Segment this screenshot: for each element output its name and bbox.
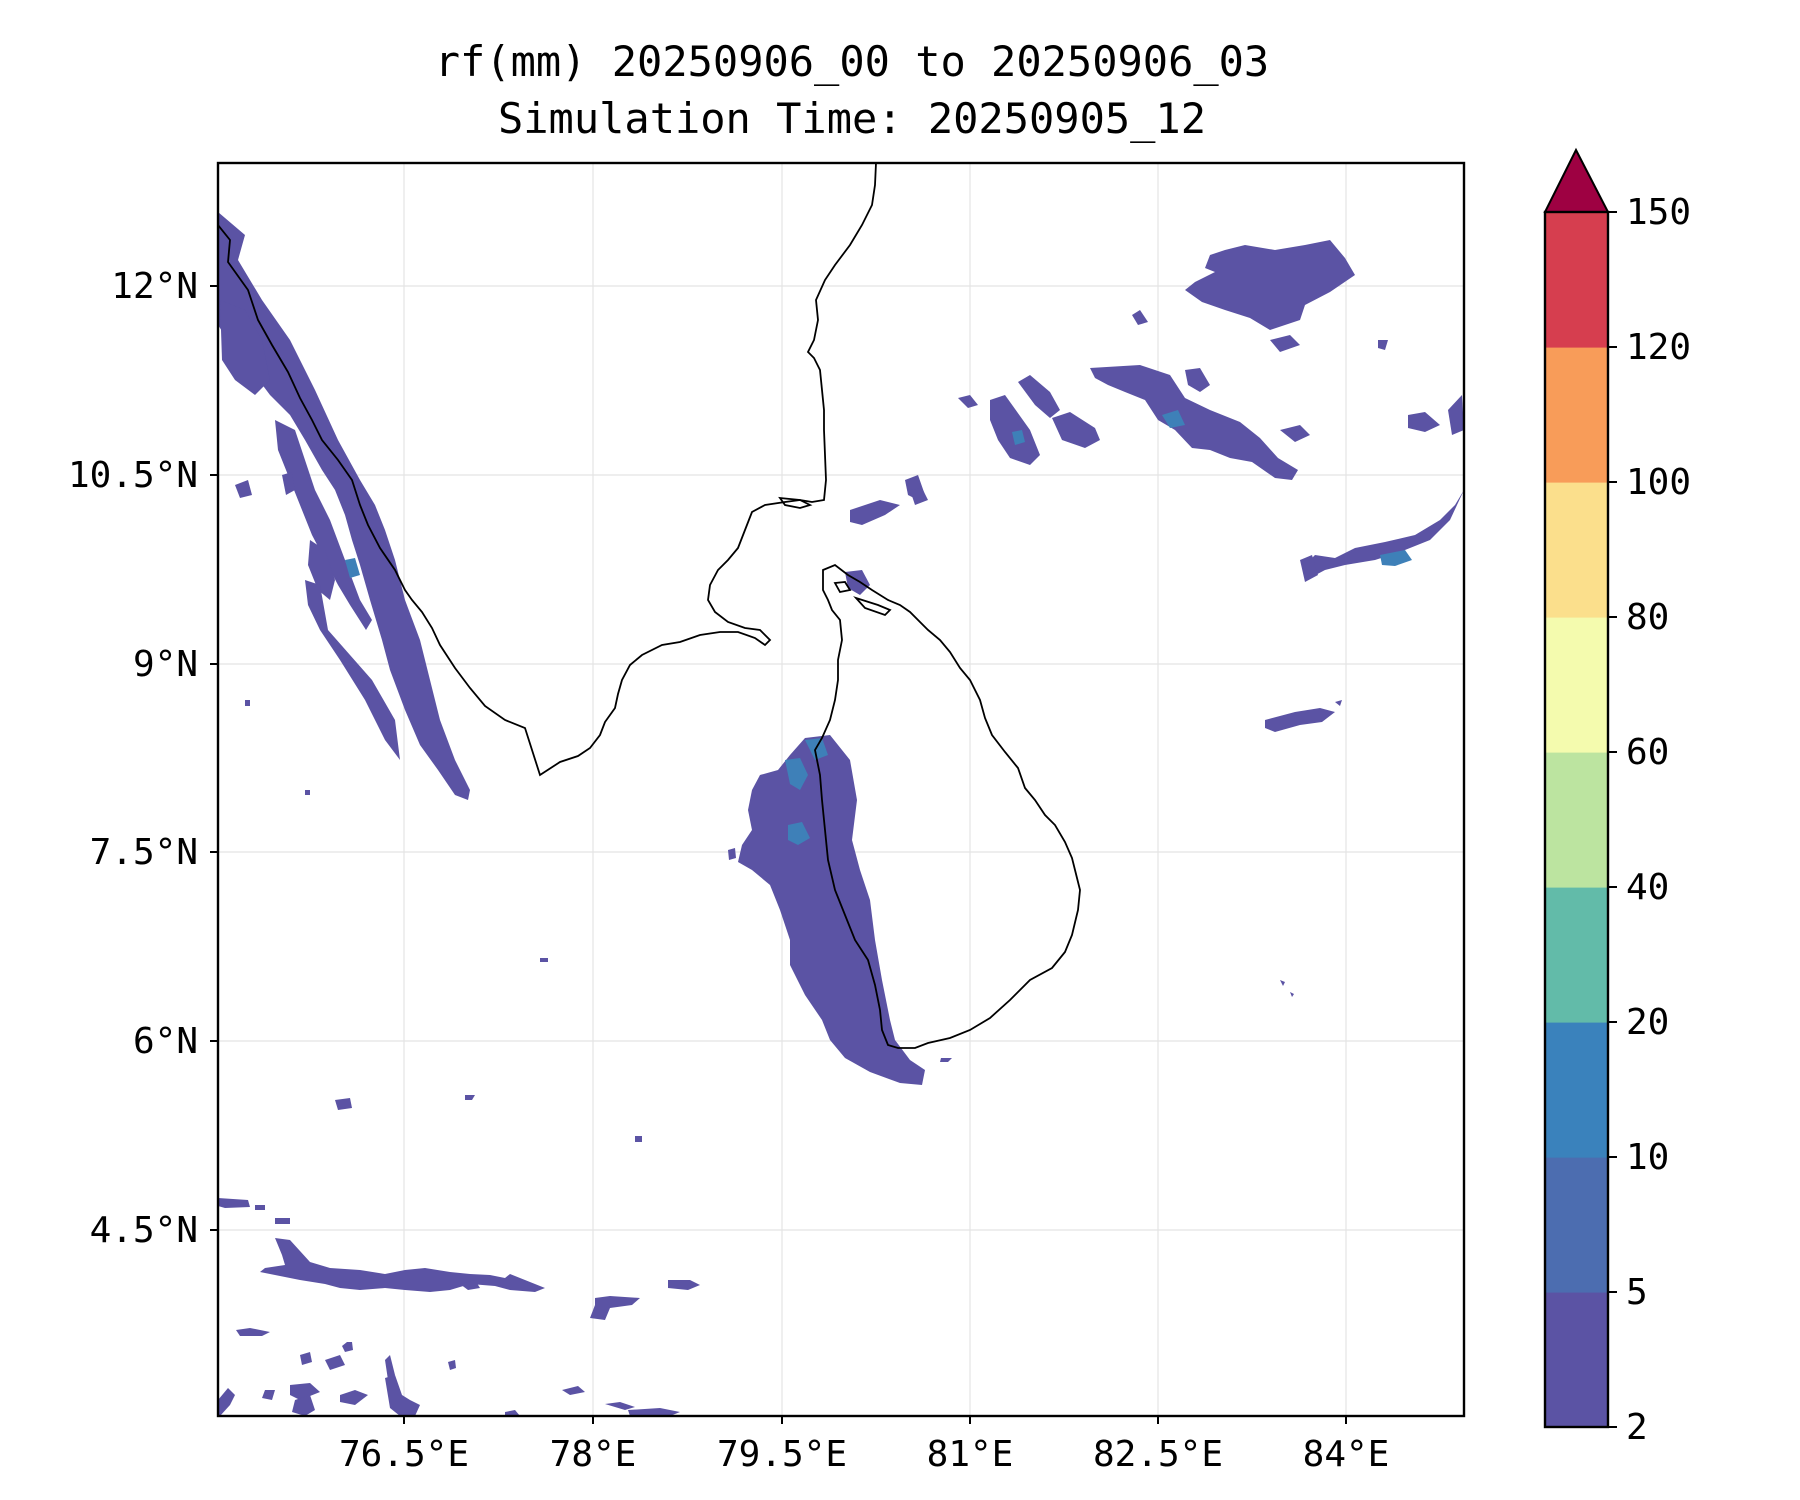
lon-tick-label: 84°E <box>1303 1434 1390 1475</box>
coastline-sri-lanka <box>814 563 1081 1049</box>
map-frame <box>216 161 1466 1418</box>
figure-title-line2: Simulation Time: 20250905_12 <box>498 94 1206 143</box>
lon-tick-label: 81°E <box>927 1434 1014 1475</box>
lon-tick-label: 76.5°E <box>339 1434 469 1475</box>
colorbar-tick-label: 150 <box>1626 192 1691 233</box>
rain-core-sri-lanka <box>785 758 808 790</box>
rain-area-southern-streak <box>260 1238 545 1292</box>
colorbar-tick-label: 80 <box>1626 597 1669 638</box>
colorbar-band <box>1545 617 1608 753</box>
lat-tick-label: 12°N <box>111 266 198 307</box>
colorbar-band <box>1545 1157 1608 1293</box>
lon-tick-label: 79.5°E <box>717 1434 847 1475</box>
colorbar-tick-label: 2 <box>1626 1407 1648 1448</box>
rain-area-west-coast-patch <box>308 540 335 600</box>
colorbar-band <box>1545 752 1608 888</box>
lat-tick-label: 9°N <box>133 644 198 685</box>
colorbar-tick-label: 10 <box>1626 1137 1669 1178</box>
colorbar-band <box>1545 1292 1608 1428</box>
rain-core-sri-lanka <box>788 822 810 845</box>
colorbar-tick-label: 100 <box>1626 462 1691 503</box>
figure-title-line1: rf(mm) 20250906_00 to 20250906_03 <box>435 37 1269 86</box>
lon-tick-label: 78°E <box>550 1434 637 1475</box>
lon-tick-label: 82.5°E <box>1093 1434 1223 1475</box>
rain-core-bay <box>1380 550 1412 566</box>
colorbar-ticks: 2 5 10 20 40 60 80 100 120 150 <box>1608 192 1691 1448</box>
colorbar-band <box>1545 212 1608 348</box>
rain-area-bay-of-bengal-north <box>1185 240 1355 330</box>
colorbar-band <box>1545 1022 1608 1158</box>
coastline-india <box>218 163 877 777</box>
colorbar-extend-max-arrow <box>1543 147 1610 213</box>
colorbar-tick-label: 40 <box>1626 867 1669 908</box>
colorbar-frame <box>1543 210 1610 1429</box>
rain-area-bay-of-bengal-central <box>1090 365 1298 480</box>
colorbar-band <box>1545 482 1608 618</box>
latitude-ticks <box>210 285 218 1231</box>
colorbar-band <box>1545 347 1608 483</box>
colorbar-tick-label: 60 <box>1626 732 1669 773</box>
colorbar-tick-label: 20 <box>1626 1002 1669 1043</box>
rain-area-west-coast-patch <box>220 300 270 395</box>
rain-area-west-coast-patch <box>275 420 372 630</box>
lat-tick-label: 6°N <box>133 1021 198 1062</box>
lat-tick-label: 7.5°N <box>90 832 198 873</box>
rain-core-west-coast <box>345 558 360 578</box>
colorbar-tick-label: 5 <box>1626 1272 1648 1313</box>
lat-tick-label: 4.5°N <box>90 1210 198 1251</box>
colorbar-tick-label: 120 <box>1626 327 1691 368</box>
lat-tick-label: 10.5°N <box>68 455 198 496</box>
colorbar: 2 5 10 20 40 60 80 100 120 150 <box>1543 147 1691 1448</box>
colorbar-band <box>1545 887 1608 1023</box>
rain-core-bay <box>1012 430 1025 445</box>
longitude-ticks <box>403 1416 1347 1424</box>
coastlines <box>218 163 1081 1049</box>
colorbar-segments <box>1545 212 1608 1428</box>
rain-area-bay-of-bengal-east <box>1305 490 1464 578</box>
rain-area-west-coast-patch <box>305 580 400 760</box>
rain-core-bay <box>1162 410 1185 428</box>
